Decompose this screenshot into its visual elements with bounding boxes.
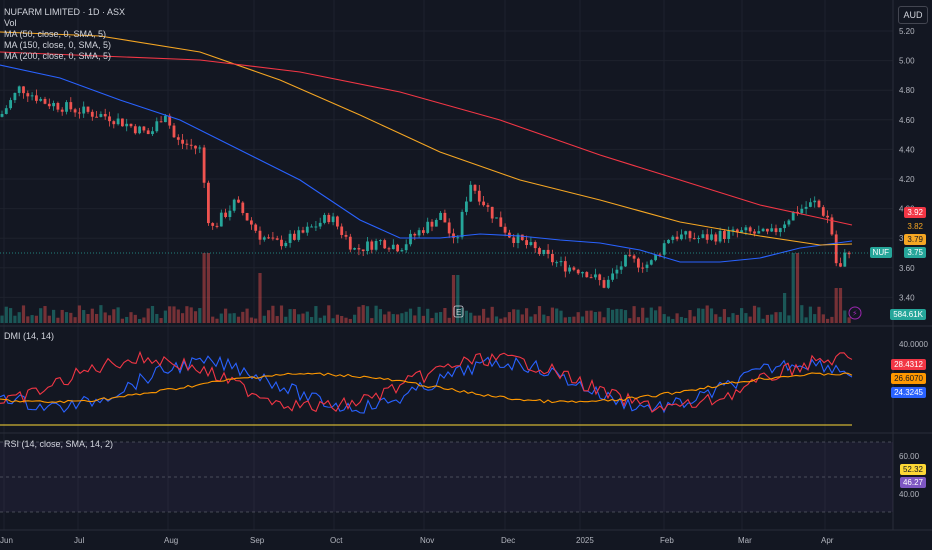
price-axis-label: 4.60 — [899, 116, 915, 125]
dmi-plus-line — [0, 355, 853, 414]
rsi-ma-tag: 52.32 — [899, 464, 926, 475]
time-axis-label: Nov — [420, 536, 434, 545]
time-axis-label: Mar — [738, 536, 752, 545]
ma200-line — [0, 51, 853, 226]
time-axis-label: 2025 — [576, 536, 594, 545]
time-axis-label: Dec — [501, 536, 515, 545]
rsi-axis-40: 40.00 — [899, 490, 920, 499]
time-axis-label: Oct — [330, 536, 343, 545]
price-axis: 5.205.004.804.604.404.204.003.803.603.40 — [899, 27, 915, 302]
dmi-legend[interactable]: DMI (14, 14) — [4, 331, 55, 341]
volume-bars — [0, 253, 851, 323]
symbol-legend[interactable]: NUFARM LIMITED · 1D · ASX Vol MA (50, cl… — [4, 7, 125, 62]
price-axis-label: 5.00 — [899, 57, 915, 66]
ma50-legend[interactable]: MA (50, close, 0, SMA, 5) — [4, 29, 107, 39]
svg-text:E: E — [456, 308, 461, 317]
earnings-icon[interactable] — [453, 305, 464, 318]
ma150-price-tag: 3.82 — [904, 221, 926, 232]
dmi-pane — [0, 350, 853, 414]
symbol-title[interactable]: NUFARM LIMITED · 1D · ASX — [4, 7, 126, 17]
ma50-price-tag: 3.79 — [904, 234, 926, 245]
time-axis-label: Apr — [821, 536, 834, 545]
ma150-legend[interactable]: MA (150, close, 0, SMA, 5) — [4, 40, 112, 50]
price-axis-label: 4.40 — [899, 145, 915, 154]
moving-averages — [0, 31, 853, 263]
dmi-axis-label: 40.0000 — [899, 340, 928, 349]
adx-line — [0, 372, 853, 404]
price-axis-label: 5.20 — [899, 27, 915, 36]
time-axis-label: Aug — [164, 536, 178, 545]
adx-tag: 26.6070 — [891, 373, 926, 384]
price-axis-label: 3.40 — [899, 293, 915, 302]
dmi-minus-tag: 28.4312 — [891, 359, 926, 370]
time-axis-label: Feb — [660, 536, 674, 545]
vol-label[interactable]: Vol — [4, 18, 17, 28]
time-axis-label: Jun — [0, 536, 13, 545]
ma150-line — [0, 31, 853, 246]
last-price-tag: 3.75 — [904, 247, 926, 258]
currency-button[interactable]: AUD — [898, 6, 928, 24]
time-axis: Jun Jul Aug Sep Oct Nov Dec 2025 Feb Mar Apr — [0, 536, 834, 545]
time-axis-label: Jul — [74, 536, 84, 545]
rsi-tag: 46.27 — [899, 477, 926, 488]
price-axis-label: 3.60 — [899, 264, 915, 273]
symbol-tag: NUF — [869, 247, 892, 258]
volume-tag: 584.61K — [890, 309, 926, 320]
rsi-axis-60: 60.00 — [899, 452, 920, 461]
price-axis-label: 4.80 — [899, 86, 915, 95]
ma50-line — [0, 64, 853, 263]
price-axis-label: 4.20 — [899, 175, 915, 184]
event-bolt-icon[interactable] — [848, 306, 862, 320]
ma200-legend[interactable]: MA (200, close, 0, SMA, 5) — [4, 51, 112, 61]
rsi-legend[interactable]: RSI (14, close, SMA, 14, 2) — [4, 439, 114, 449]
dmi-minus-line — [0, 350, 853, 413]
time-axis-label: Sep — [250, 536, 265, 545]
dmi-plus-tag: 24.3245 — [891, 387, 926, 398]
svg-text:⚡: ⚡ — [852, 309, 858, 318]
ma200-price-tag: 3.92 — [904, 207, 926, 218]
